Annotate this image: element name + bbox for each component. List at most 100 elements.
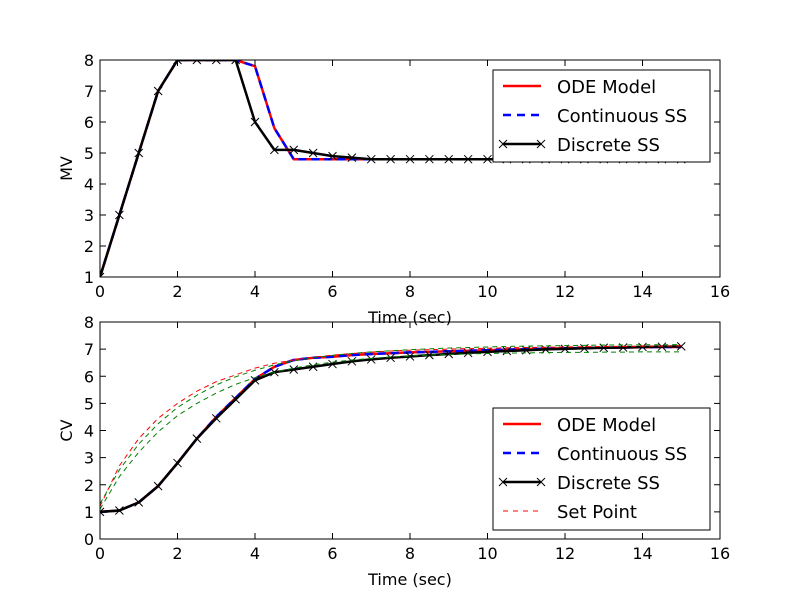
legend-marker <box>498 139 508 149</box>
series-marker-discrete-ss <box>192 434 202 443</box>
series-marker-discrete-ss <box>676 342 686 351</box>
y-axis-label: MV <box>57 156 76 181</box>
series-marker-discrete-ss <box>560 344 570 354</box>
series-marker-discrete-ss <box>173 60 182 65</box>
series-marker-discrete-ss <box>328 151 337 161</box>
series-marker-discrete-ss <box>211 413 221 423</box>
legend-marker <box>536 477 546 487</box>
series-marker-discrete-ss <box>386 154 395 164</box>
legend-label-discrete-ss: Discrete SS <box>557 473 660 494</box>
x-tick-label: 16 <box>710 282 730 301</box>
series-marker-discrete-ss <box>366 355 376 364</box>
x-tick-label: 0 <box>95 282 105 301</box>
x-tick-label: 16 <box>710 544 730 563</box>
legend-label-set-point: Set Point <box>557 502 637 523</box>
legend-label-ode-model: ODE Model <box>557 77 656 98</box>
series-marker-discrete-ss <box>289 145 299 155</box>
x-tick-label: 4 <box>250 544 260 563</box>
series-marker-discrete-ss <box>173 458 182 468</box>
series-marker-discrete-ss <box>444 154 454 164</box>
x-axis-label: Time (sec) <box>367 570 452 589</box>
series-marker-discrete-ss <box>250 117 260 127</box>
x-tick-label: 12 <box>555 282 575 301</box>
legend-marker <box>498 477 508 487</box>
x-tick-label: 14 <box>632 544 652 563</box>
x-tick-label: 6 <box>327 544 337 563</box>
series-marker-discrete-ss <box>405 154 415 164</box>
series-marker-discrete-ss <box>425 154 434 164</box>
x-tick-label: 2 <box>172 282 182 301</box>
y-tick-label: 4 <box>84 175 94 194</box>
y-tick-label: 2 <box>84 476 94 495</box>
x-tick-label: 14 <box>632 282 652 301</box>
y-tick-label: 1 <box>84 503 94 522</box>
y-tick-label: 1 <box>84 268 94 287</box>
legend-box <box>492 407 711 531</box>
y-tick-label: 5 <box>84 144 94 163</box>
series-marker-discrete-ss <box>638 342 647 352</box>
legend: ODE Model Continuous SS Discrete SS <box>492 69 711 163</box>
y-tick-label: 3 <box>84 449 94 468</box>
y-axis-label: CV <box>57 419 76 441</box>
series-marker-discrete-ss <box>211 60 221 65</box>
x-tick-label: 0 <box>95 544 105 563</box>
x-tick-label: 4 <box>250 282 260 301</box>
series-marker-discrete-ss <box>366 154 376 164</box>
y-tick-label: 3 <box>84 206 94 225</box>
series-marker-discrete-ss <box>115 506 124 515</box>
series-marker-discrete-ss <box>657 342 667 352</box>
y-tick-label: 8 <box>84 313 94 332</box>
series-marker-discrete-ss <box>153 86 163 96</box>
legend-label-continuous-ss: Continuous SS <box>557 444 687 465</box>
series-marker-discrete-ss <box>347 153 357 163</box>
series-marker-discrete-ss <box>192 60 202 65</box>
y-tick-label: 0 <box>84 530 94 549</box>
y-tick-label: 8 <box>84 51 94 70</box>
x-tick-label: 8 <box>405 282 415 301</box>
series-marker-discrete-ss <box>231 394 240 404</box>
legend-label-continuous-ss: Continuous SS <box>557 106 687 127</box>
legend-marker <box>536 139 546 149</box>
series-marker-discrete-ss <box>386 353 395 363</box>
series-marker-discrete-ss <box>405 352 415 361</box>
series-marker-discrete-ss <box>347 356 357 366</box>
y-tick-label: 6 <box>84 113 94 132</box>
y-tick-label: 4 <box>84 422 94 441</box>
series-marker-discrete-ss <box>483 347 492 357</box>
legend-label-ode-model: ODE Model <box>557 415 656 436</box>
x-tick-label: 2 <box>172 544 182 563</box>
series-marker-discrete-ss <box>541 345 550 354</box>
series-marker-discrete-ss <box>134 148 144 158</box>
x-tick-label: 10 <box>477 544 497 563</box>
series-marker-discrete-ss <box>250 375 260 385</box>
series-marker-discrete-ss <box>289 365 299 374</box>
series-marker-discrete-ss <box>100 507 105 517</box>
series-marker-discrete-ss <box>270 145 279 155</box>
series-marker-discrete-ss <box>483 154 492 164</box>
series-marker-discrete-ss <box>115 210 124 220</box>
y-tick-label: 7 <box>84 82 94 101</box>
plot-area <box>100 342 686 517</box>
series-marker-discrete-ss <box>134 498 144 507</box>
y-tick-label: 7 <box>84 340 94 359</box>
series-line-set-point-upper-unlabeled <box>100 344 682 504</box>
series-marker-discrete-ss <box>463 348 473 358</box>
series-marker-discrete-ss <box>308 148 318 158</box>
legend: ODE Model Continuous SS Discrete SS Set Poi… <box>492 407 711 531</box>
series-marker-discrete-ss <box>463 154 473 164</box>
x-tick-label: 8 <box>405 544 415 563</box>
y-tick-label: 2 <box>84 237 94 256</box>
series-line-set-point <box>100 345 682 507</box>
y-tick-label: 5 <box>84 394 94 413</box>
x-tick-label: 10 <box>477 282 497 301</box>
x-tick-label: 12 <box>555 544 575 563</box>
series-marker-discrete-ss <box>153 481 163 491</box>
series-marker-discrete-ss <box>100 272 105 277</box>
series-marker-discrete-ss <box>425 350 434 360</box>
series-line-set-point-lower-unlabeled <box>100 351 682 510</box>
series-marker-discrete-ss <box>231 60 240 65</box>
y-tick-label: 6 <box>84 367 94 386</box>
